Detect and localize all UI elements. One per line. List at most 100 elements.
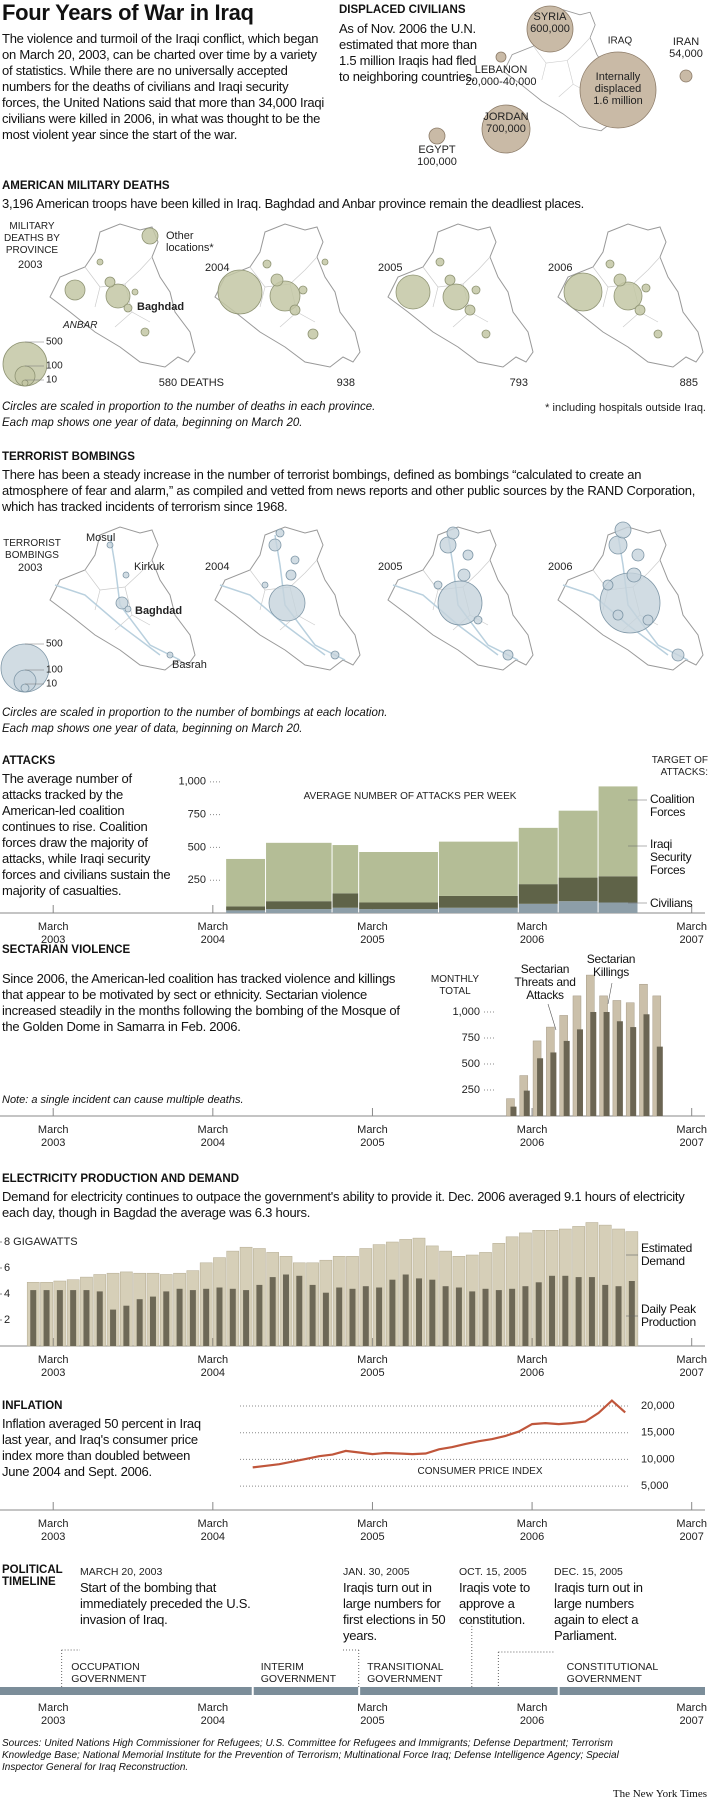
bar bbox=[96, 1291, 103, 1346]
bar bbox=[563, 1040, 570, 1116]
legend-circle bbox=[20, 683, 30, 693]
map-circle bbox=[435, 257, 445, 267]
axis-label: MONTHLY TOTAL bbox=[430, 974, 480, 997]
bar-segment bbox=[226, 906, 266, 911]
map-circle bbox=[285, 569, 297, 581]
x-tick-label: March 2005 bbox=[357, 1354, 388, 1379]
map-circle bbox=[473, 615, 483, 625]
period-label: OCCUPATION GOVERNMENT bbox=[71, 1661, 147, 1685]
map-total: 793 bbox=[509, 377, 528, 389]
bar bbox=[189, 1290, 196, 1346]
event-date: MARCH 20, 2003 bbox=[80, 1566, 163, 1578]
map-circle bbox=[442, 283, 470, 311]
map-circle bbox=[261, 581, 269, 589]
bar-segment bbox=[598, 902, 638, 913]
map-circle bbox=[614, 521, 632, 539]
bubble bbox=[526, 5, 574, 53]
x-tick-label: March 2006 bbox=[516, 1518, 548, 1543]
legend-title: TARGET OF ATTACKS: bbox=[651, 755, 708, 778]
y-tick-label: 750 bbox=[188, 809, 206, 821]
period-bar bbox=[559, 1687, 705, 1695]
map-circle bbox=[613, 281, 643, 311]
map-circle bbox=[605, 259, 615, 269]
period-label: INTERIM GOVERNMENT bbox=[260, 1661, 336, 1685]
bar bbox=[523, 1090, 530, 1116]
bar bbox=[455, 1287, 462, 1346]
bar-segment bbox=[438, 907, 518, 913]
x-tick-label: March 2003 bbox=[37, 921, 69, 946]
map-circle bbox=[268, 538, 282, 552]
legend-label: 100 bbox=[46, 361, 63, 372]
bar bbox=[163, 1291, 170, 1346]
event-date: JAN. 30, 2005 bbox=[343, 1566, 410, 1578]
bar bbox=[602, 1284, 609, 1346]
bar bbox=[469, 1291, 476, 1346]
bar bbox=[495, 1290, 502, 1346]
x-tick-label: March 2003 bbox=[37, 1124, 69, 1149]
bar-segment bbox=[518, 903, 558, 913]
y-tick-label: 750 bbox=[462, 1032, 480, 1044]
section-title: INFLATION bbox=[2, 1400, 63, 1412]
map-circle bbox=[626, 567, 642, 583]
map-heading: TERRORIST BOMBINGS bbox=[3, 538, 61, 561]
map-circle bbox=[457, 568, 471, 582]
map-circle bbox=[437, 580, 483, 626]
period-label: TRANSITIONAL GOVERNMENT bbox=[367, 1661, 444, 1685]
bar bbox=[442, 1286, 449, 1346]
legend-label: 100 bbox=[46, 665, 63, 676]
map-circle bbox=[96, 258, 104, 266]
bar bbox=[590, 1012, 597, 1116]
y-tick-label: 500 bbox=[188, 841, 206, 853]
caption: Circles are scaled in proportion to the … bbox=[2, 401, 376, 413]
series-label: CONSUMER PRICE INDEX bbox=[417, 1466, 543, 1477]
x-tick-label: March 2007 bbox=[676, 1518, 707, 1543]
map-circle bbox=[269, 280, 301, 312]
map-circle bbox=[502, 649, 514, 661]
map-circle bbox=[104, 276, 116, 288]
bar bbox=[535, 1282, 542, 1346]
legend-label: Estimated Demand bbox=[641, 1241, 693, 1268]
map-year: 2006 bbox=[548, 561, 573, 573]
map-circle bbox=[140, 327, 150, 337]
bar-segment bbox=[226, 858, 266, 907]
bubble-label: 20,000-40,000 bbox=[465, 76, 537, 88]
bubble-label: 54,000 bbox=[669, 48, 703, 60]
y-tick-label: 500 bbox=[462, 1058, 480, 1070]
bar bbox=[482, 1288, 489, 1346]
bar bbox=[643, 1014, 650, 1116]
bubble-label: SYRIA bbox=[533, 11, 567, 23]
map-circle bbox=[613, 273, 627, 287]
map-year: 2004 bbox=[205, 561, 230, 573]
bar-segment bbox=[518, 827, 558, 885]
y-tick-label: 2 bbox=[4, 1314, 10, 1326]
bar bbox=[349, 1288, 356, 1346]
y-tick-label: 15,000 bbox=[641, 1427, 675, 1439]
period-label: CONSTITUTIONAL GOVERNMENT bbox=[566, 1661, 658, 1685]
legend-label: 500 bbox=[46, 337, 63, 348]
map-total: 885 bbox=[679, 377, 698, 389]
section-title: ATTACKS bbox=[2, 755, 56, 767]
map-circle bbox=[631, 548, 645, 562]
x-tick-label: March 2006 bbox=[516, 1354, 548, 1379]
map-label: ANBAR bbox=[63, 320, 98, 331]
bar bbox=[309, 1284, 316, 1346]
event-text: Iraqis vote to approve a constitution. bbox=[459, 1580, 530, 1627]
map-circle bbox=[439, 536, 457, 554]
bar-segment bbox=[359, 909, 438, 913]
section-text: As of Nov. 2006 the U.N. estimated that … bbox=[339, 21, 477, 84]
map-circle bbox=[642, 614, 654, 626]
bubble-label: 100,000 bbox=[417, 156, 457, 168]
section-text: The average number of attacks tracked by… bbox=[2, 771, 171, 898]
bar-segment bbox=[558, 810, 598, 878]
bar bbox=[549, 1275, 556, 1346]
map-label: Baghdad bbox=[135, 605, 183, 617]
bubble-label: 700,000 bbox=[486, 123, 526, 135]
map-circle bbox=[330, 650, 340, 660]
x-tick-label: March 2003 bbox=[37, 1702, 69, 1727]
bar bbox=[588, 1277, 595, 1346]
map-label: Basrah bbox=[172, 659, 207, 671]
bar-segment bbox=[266, 901, 332, 910]
bar bbox=[550, 1052, 557, 1116]
legend-label: 10 bbox=[46, 375, 58, 386]
